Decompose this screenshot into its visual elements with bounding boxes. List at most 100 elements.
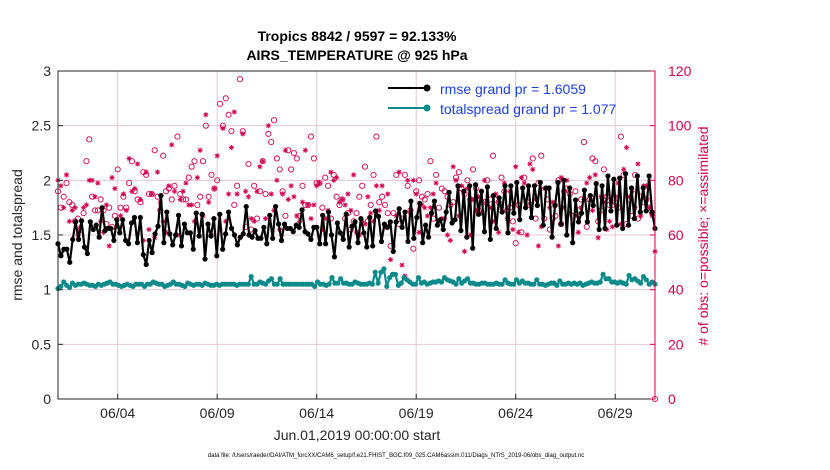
obs-possible-point	[69, 201, 76, 208]
obs-possible-point	[160, 152, 167, 159]
obs-possible-point	[393, 171, 400, 178]
legend-spread-label: totalspread grand pr = 1.077	[440, 101, 617, 117]
chart-title: Tropics 8842 / 9597 = 92.133%	[258, 28, 457, 44]
obs-assimilated-point	[231, 109, 237, 115]
rmse-point	[196, 233, 202, 239]
obs-assimilated-point	[393, 213, 399, 219]
obs-possible-point	[117, 204, 124, 211]
obs-assimilated-point	[149, 191, 155, 197]
rmse-point	[320, 212, 326, 218]
rmse-point	[214, 253, 220, 259]
spread-point	[600, 271, 606, 277]
spread-point	[464, 276, 471, 282]
rmse-point	[305, 231, 311, 237]
rmse-point	[187, 230, 193, 236]
obs-possible-point	[253, 215, 261, 222]
obs-assimilated-point	[427, 205, 434, 211]
obs-assimilated-point	[396, 169, 402, 175]
obs-assimilated-point	[302, 147, 308, 153]
rmse-point	[431, 198, 438, 204]
obs-assimilated-point	[63, 172, 70, 178]
obs-assimilated-point	[524, 232, 530, 238]
obs-possible-point	[592, 158, 599, 165]
obs-possible-point	[509, 218, 516, 225]
obs-possible-point	[464, 177, 471, 184]
rmse-point	[373, 208, 379, 214]
obs-assimilated-point	[638, 213, 644, 219]
obs-assimilated-point	[89, 177, 95, 183]
obs-assimilated-point	[291, 194, 297, 200]
spread-point	[531, 281, 537, 287]
obs-possible-point	[356, 193, 363, 200]
obs-assimilated-point	[370, 218, 377, 224]
rmse-point	[355, 240, 361, 246]
obs-assimilated-point	[379, 183, 385, 189]
rmse-point	[252, 228, 258, 234]
obs-possible-point	[222, 95, 229, 102]
obs-assimilated-point	[459, 183, 465, 189]
rmse-point	[111, 237, 117, 244]
obs-assimilated-point	[58, 183, 64, 189]
obs-assimilated-point	[163, 229, 169, 235]
obs-assimilated-point	[646, 205, 652, 211]
rmse-point	[155, 223, 161, 229]
rmse-point	[346, 244, 352, 250]
rmse-point	[240, 231, 246, 237]
y-axis-label-right: # of obs: o=possible; ×=assimilated	[695, 126, 711, 345]
obs-possible-point	[202, 122, 209, 129]
obs-assimilated-point	[592, 172, 598, 178]
obs-assimilated-point	[254, 188, 260, 194]
obs-assimilated-point	[450, 164, 456, 170]
rmse-point	[428, 210, 435, 216]
rmse-point	[531, 183, 538, 189]
obs-possible-point	[424, 190, 431, 198]
obs-assimilated-point	[66, 218, 72, 224]
rmse-point	[58, 253, 64, 259]
spread-point	[375, 280, 381, 286]
obs-possible-point	[83, 158, 90, 165]
obs-assimilated-point	[478, 210, 485, 216]
rmse-point	[423, 222, 429, 228]
obs-assimilated-point	[83, 202, 90, 208]
spread-point	[369, 281, 375, 287]
rmse-point	[258, 235, 264, 241]
obs-possible-point	[390, 210, 397, 217]
obs-assimilated-point	[564, 177, 570, 183]
rmse-point	[508, 183, 514, 189]
rmse-point	[440, 226, 446, 233]
obs-assimilated-point	[69, 207, 75, 213]
obs-assimilated-point	[464, 185, 470, 192]
rmse-point	[643, 208, 649, 214]
rmse-point	[581, 187, 588, 193]
rmse-point	[337, 230, 343, 236]
obs-assimilated-point	[225, 191, 232, 197]
rmse-point	[340, 236, 346, 242]
spread-point	[534, 277, 540, 283]
obs-assimilated-point	[203, 112, 209, 118]
obs-possible-point	[299, 182, 306, 189]
spread-point	[511, 281, 517, 287]
obs-assimilated-point	[535, 243, 542, 249]
obs-possible-point	[427, 158, 434, 165]
rmse-point	[134, 240, 141, 246]
rmse-point	[596, 226, 602, 233]
rmse-point	[170, 242, 176, 248]
rmse-point	[605, 173, 611, 179]
y-tick-label-right: 100	[668, 118, 692, 134]
rmse-point	[152, 231, 158, 237]
spread-point	[372, 269, 378, 275]
obs-assimilated-point	[180, 188, 186, 194]
legend: rmse grand pr = 1.6059 totalspread grand…	[388, 81, 617, 117]
obs-possible-point	[94, 207, 101, 214]
obs-possible-point	[265, 130, 272, 137]
chart-subtitle: AIRS_TEMPERATURE @ 925 hPa	[246, 47, 467, 63]
obs-possible-point	[288, 166, 295, 173]
obs-assimilated-point	[587, 175, 593, 181]
obs-assimilated-point	[351, 172, 357, 178]
rmse-point	[520, 185, 526, 191]
spread-point	[623, 281, 629, 287]
obs-assimilated-point	[183, 180, 189, 186]
y-tick-label-right: 0	[668, 391, 676, 407]
spread-point	[248, 273, 254, 280]
spread-point	[268, 276, 275, 282]
